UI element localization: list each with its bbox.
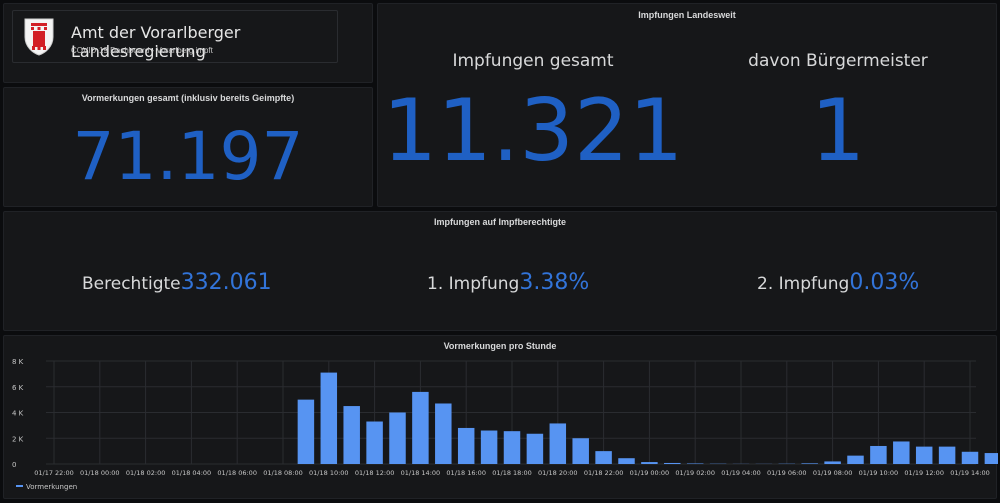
x-tick-label: 01/19 14:00 <box>950 469 990 477</box>
y-tick-label: 6 K <box>12 384 24 392</box>
y-tick-label: 8 K <box>12 358 24 366</box>
zweite-impfung-value: 0.03% <box>849 270 920 295</box>
chart-bar <box>503 431 521 464</box>
chart-bar <box>824 461 841 464</box>
chart-bar <box>984 453 998 464</box>
x-tick-label: 01/18 00:00 <box>80 469 120 477</box>
erste-impfung-stat: 1. Impfung 3.38% <box>427 270 589 295</box>
chart-bar <box>595 451 612 464</box>
chart-title: Vormerkungen pro Stunde <box>443 341 557 351</box>
y-tick-label: 2 K <box>12 435 24 443</box>
header-panel: Amt der Vorarlberger Landesregierung COV… <box>3 3 373 83</box>
chart-bar <box>641 462 658 464</box>
chart-bar <box>366 421 383 464</box>
x-tick-label: 01/19 04:00 <box>721 469 761 477</box>
y-tick-label: 0 <box>12 461 16 469</box>
x-tick-label: 01/18 06:00 <box>217 469 257 477</box>
x-tick-label: 01/18 04:00 <box>172 469 212 477</box>
x-tick-label: 01/18 20:00 <box>538 469 578 477</box>
chart-panel: Vormerkungen pro Stunde 0 2 K 4 K 6 K 8 K 01/… <box>3 335 998 499</box>
buergermeister-value: 1 <box>810 81 866 181</box>
chart-bar <box>412 391 429 464</box>
chart-bar <box>480 430 498 464</box>
chart-bar <box>847 455 864 464</box>
erste-impfung-label: 1. Impfung <box>427 274 520 294</box>
berechtigte-stat: Berechtigte 332.061 <box>82 270 272 295</box>
x-tick-label: 01/18 02:00 <box>126 469 166 477</box>
chart-bar <box>320 372 338 464</box>
erste-impfung-value: 3.38% <box>519 270 590 295</box>
x-tick-label: 01/19 12:00 <box>904 469 944 477</box>
x-tick-label: 01/18 10:00 <box>309 469 349 477</box>
x-tick-label: 01/18 16:00 <box>446 469 486 477</box>
x-tick-label: 01/19 06:00 <box>767 469 807 477</box>
x-tick-label: 01/19 10:00 <box>859 469 899 477</box>
chart-bar <box>686 463 704 464</box>
zweite-impfung-label: 2. Impfung <box>757 274 850 294</box>
chart-bar <box>915 446 933 464</box>
chart-bar <box>526 433 544 464</box>
chart-bar <box>870 445 887 464</box>
x-tick-label: 01/19 02:00 <box>675 469 715 477</box>
vorarlberg-coat-of-arms-icon <box>24 18 54 56</box>
chart-bar <box>618 458 635 464</box>
y-tick-label: 4 K <box>12 410 24 418</box>
chart-bar <box>389 412 406 464</box>
chart-bar <box>938 446 956 464</box>
berechtigte-value: 332.061 <box>180 270 272 295</box>
chart-bar <box>801 463 818 464</box>
berechtigte-panel: Impfungen auf Impfberechtigte Berechtigt… <box>3 211 997 331</box>
berechtigte-label: Berechtigte <box>82 274 181 294</box>
x-tick-label: 01/18 08:00 <box>263 469 303 477</box>
legend-label: Vormerkungen <box>26 483 77 491</box>
header-title: Amt der Vorarlberger Landesregierung <box>71 23 241 61</box>
chart-bar <box>572 438 589 464</box>
zweite-impfung-stat: 2. Impfung 0.03% <box>757 270 919 295</box>
x-tick-label: 01/17 22:00 <box>34 469 74 477</box>
x-tick-label: 01/19 00:00 <box>630 469 670 477</box>
impfungen-gesamt-value: 11.321 <box>382 81 684 181</box>
impfungen-panel: Impfungen Landesweit Impfungen gesamt 11… <box>377 3 997 207</box>
chart-bar <box>961 451 979 464</box>
chart-bar <box>435 403 452 464</box>
header-subtitle: COVID-19 Dashboard - Vorarlberg impft <box>71 46 213 55</box>
chart-bar <box>893 441 910 464</box>
x-tick-label: 01/18 22:00 <box>584 469 624 477</box>
x-tick-label: 01/19 08:00 <box>813 469 853 477</box>
header-box: Amt der Vorarlberger Landesregierung COV… <box>12 10 338 63</box>
chart-bar <box>343 406 360 464</box>
vormerkungen-title: Vormerkungen gesamt (inklusiv bereits Ge… <box>81 93 295 103</box>
berechtigte-title: Impfungen auf Impfberechtigte <box>433 217 566 227</box>
chart-bar <box>549 423 567 464</box>
x-tick-label: 01/18 14:00 <box>401 469 441 477</box>
impfungen-gesamt-label: Impfungen gesamt <box>452 51 614 71</box>
buergermeister-label: davon Bürgermeister <box>748 51 928 71</box>
x-tick-label: 01/18 12:00 <box>355 469 395 477</box>
vormerkungen-panel: Vormerkungen gesamt (inklusiv bereits Ge… <box>3 87 373 207</box>
chart-bar <box>664 462 681 464</box>
chart-bar <box>457 427 475 464</box>
chart-bar <box>297 399 315 464</box>
x-tick-label: 01/18 18:00 <box>492 469 532 477</box>
vormerkungen-value: 71.197 <box>72 118 304 195</box>
vormerkungen-bar-chart: 0 2 K 4 K 6 K 8 K 01/17 22:00 01/18 00:00 01/18… <box>12 358 998 491</box>
impfungen-title: Impfungen Landesweit <box>638 10 736 20</box>
